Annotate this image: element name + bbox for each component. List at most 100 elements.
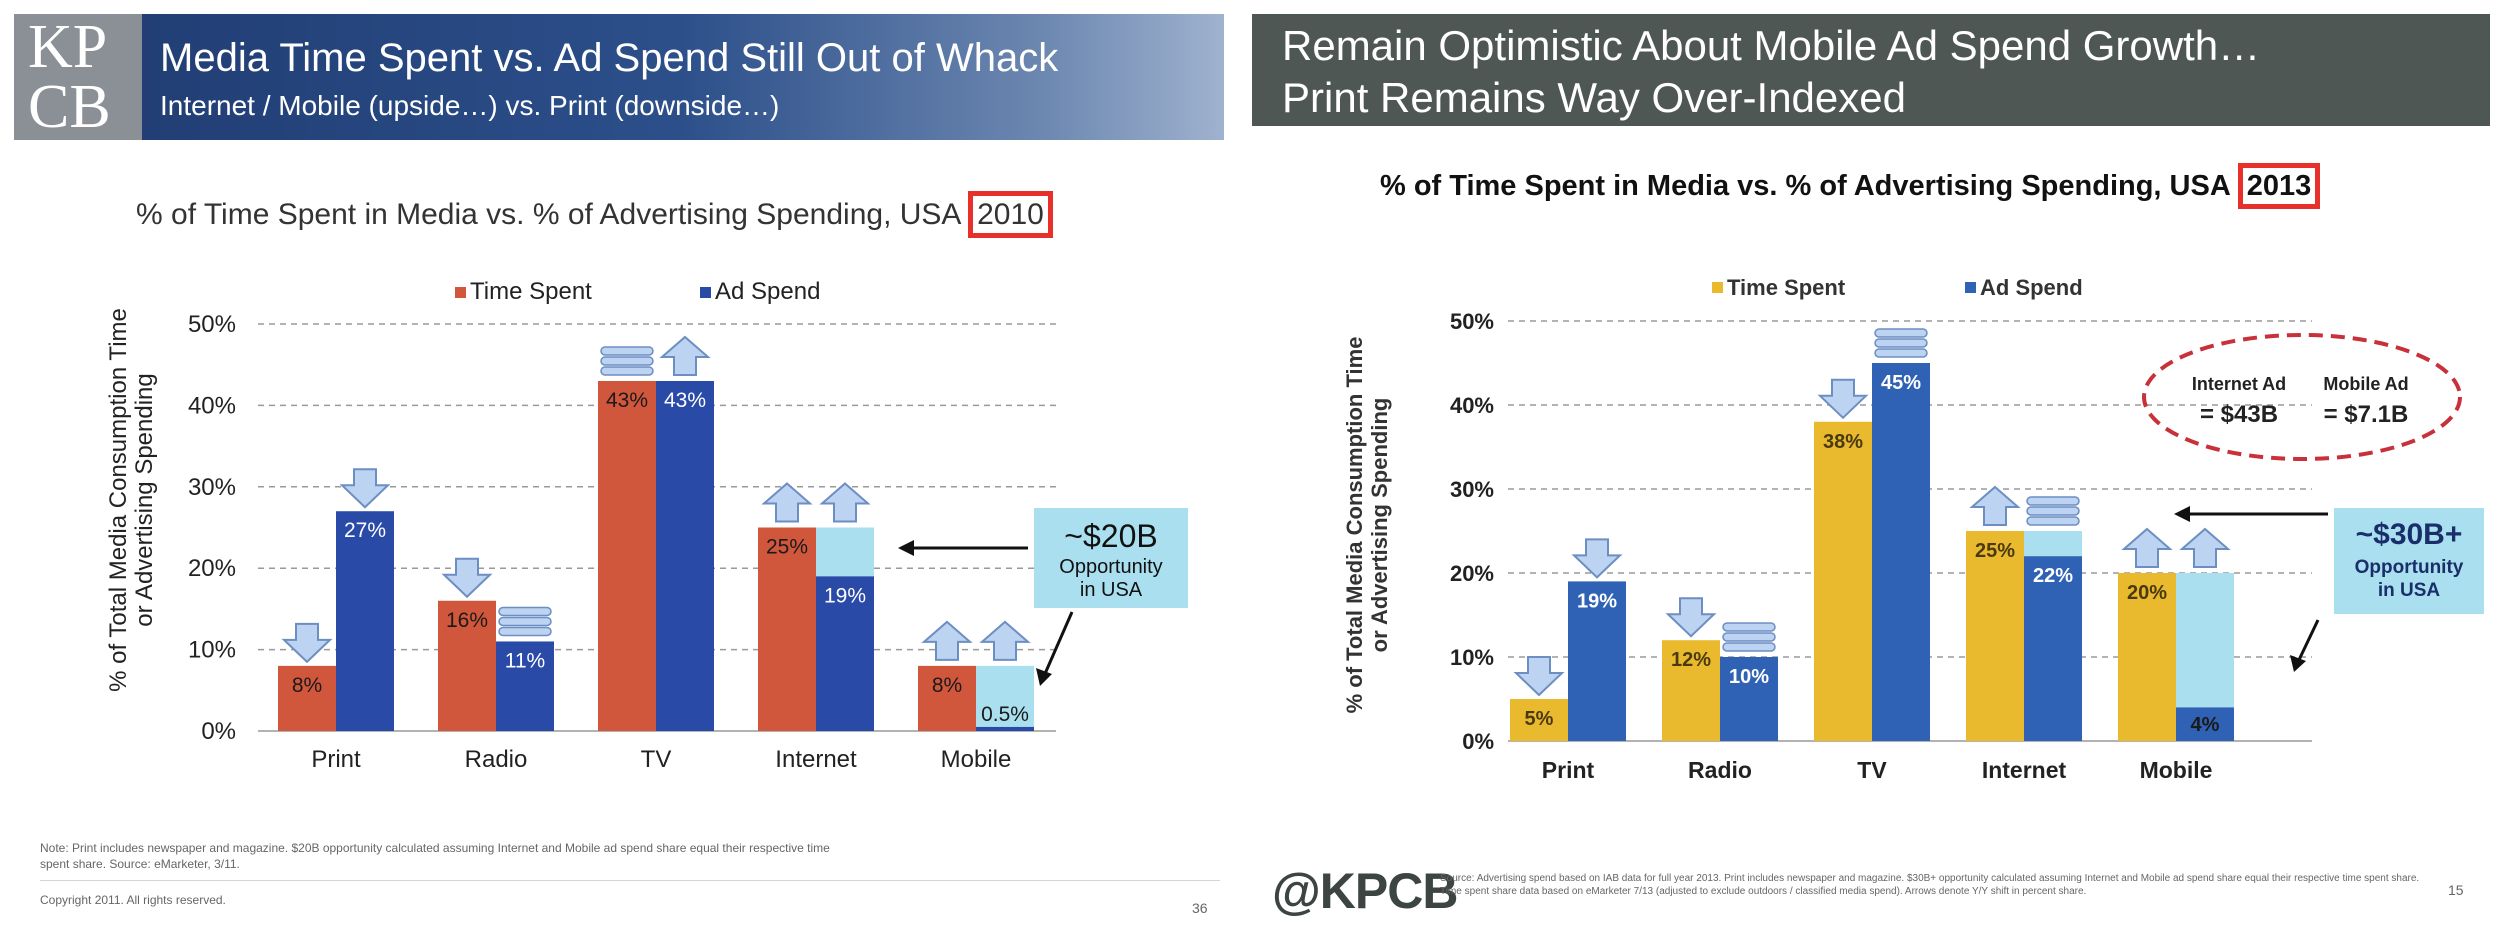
gap-fill-mobile — [976, 665, 1034, 727]
trend-arrow-ad-spend-radio-icon-bar-2 — [498, 616, 552, 627]
y-tick-label: 50% — [188, 311, 236, 338]
x-category-label-tv: TV — [641, 746, 672, 773]
value-label-ad-spend-internet: 22% — [2033, 565, 2073, 587]
trend-arrow-ad-spend-radio-icon — [1722, 622, 1776, 652]
bar-time-spent-tv — [1814, 421, 1872, 741]
trend-arrow-time-spent-radio-icon — [441, 557, 493, 599]
value-label-ad-spend-internet: 19% — [824, 584, 866, 607]
left-chart-year-highlight: 2010 — [968, 191, 1053, 238]
bar-ad-spend-print — [1568, 581, 1626, 741]
trend-arrow-ad-spend-mobile-icon — [2179, 527, 2231, 568]
value-label-time-spent-print: 5% — [1525, 708, 1554, 730]
trend-arrow-ad-spend-radio-icon-bar-1 — [498, 626, 552, 637]
trend-arrow-ad-spend-tv-icon — [659, 335, 711, 376]
trend-arrow-ad-spend-radio-icon-bar-2 — [1722, 632, 1776, 642]
left-y-axis-label: % of Total Media Consumption Time or Adv… — [105, 308, 158, 692]
trend-arrow-ad-spend-internet-icon — [2026, 496, 2080, 526]
left-copyright: Copyright 2011. All rights reserved. — [40, 893, 226, 907]
ad-spend-bubble — [2142, 333, 2462, 461]
trend-arrow-ad-spend-internet-icon-bar-3 — [2026, 496, 2080, 506]
value-label-ad-spend-tv: 45% — [1881, 372, 1921, 394]
trend-arrow-time-spent-tv-icon — [600, 346, 654, 376]
trend-arrow-time-spent-mobile-icon — [921, 620, 973, 661]
x-category-label-mobile: Mobile — [2140, 757, 2213, 783]
value-label-ad-spend-radio: 11% — [505, 649, 545, 672]
value-label-ad-spend-mobile: 4% — [2191, 714, 2220, 736]
bar-time-spent-print — [278, 665, 336, 731]
left-y-label-line-2: or Advertising Spending — [131, 373, 158, 627]
trend-arrow-ad-spend-tv-icon-bar-3 — [1874, 328, 1928, 338]
y-tick-label: 0% — [201, 718, 236, 745]
left-header-subtitle: Internet / Mobile (upside…) vs. Print (d… — [160, 90, 780, 121]
left-chart-title: % of Time Spent in Media vs. % of Advert… — [136, 191, 1053, 238]
bar-time-spent-internet — [758, 527, 816, 731]
right-y-label-line-2: or Advertising Spending — [1367, 398, 1392, 653]
right-chart-title-text: % of Time Spent in Media vs. % of Advert… — [1380, 170, 2238, 202]
trend-arrow-time-spent-tv-icon-bar-1 — [600, 366, 654, 376]
value-label-time-spent-print: 8% — [292, 674, 322, 697]
bar-time-spent-tv — [598, 380, 656, 731]
left-header-banner: KP CB Media Time Spent vs. Ad Spend Stil… — [14, 14, 1224, 140]
left-footnote: Note: Print includes newspaper and magaz… — [40, 841, 830, 872]
right-callout-arrowhead-mobile — [2290, 655, 2306, 672]
y-tick-label: 40% — [1450, 393, 1494, 418]
right-bar-chart: 0% 10% 20% 30% 40% 50% 5% 19% Print 12% 10% Radio 3… — [1342, 275, 2484, 783]
left-callout-line-2: in USA — [1080, 579, 1143, 601]
left-y-label-line-1: % of Total Media Consumption Time — [105, 308, 132, 692]
y-tick-label: 0% — [1462, 729, 1494, 754]
value-label-ad-spend-mobile: 0.5% — [981, 703, 1029, 726]
bar-ad-spend-internet — [2024, 556, 2082, 741]
trend-arrow-ad-spend-tv-icon — [1874, 328, 1928, 358]
bar-ad-spend-radio — [1720, 657, 1778, 741]
bar-time-spent-mobile — [918, 665, 976, 731]
gap-fill-internet — [2024, 531, 2082, 557]
trend-arrow-time-spent-internet-icon — [761, 482, 813, 523]
left-callout-arrow-mobile — [1042, 611, 1074, 677]
right-page-number: 15 — [2448, 882, 2464, 898]
value-label-time-spent-tv: 38% — [1823, 431, 1863, 453]
bar-ad-spend-mobile — [976, 726, 1034, 731]
bar-ad-spend-internet — [816, 576, 874, 731]
x-category-label-internet: Internet — [775, 746, 857, 773]
trend-arrow-time-spent-tv-icon-bar-3 — [600, 346, 654, 356]
bar-time-spent-internet — [1966, 531, 2024, 741]
logo-line-2: CB — [28, 73, 111, 141]
left-footer-divider — [40, 880, 1220, 881]
legend-swatch-time-spent-2013 — [1712, 282, 1723, 293]
value-label-time-spent-tv: 43% — [606, 389, 648, 412]
right-header-line-1: Remain Optimistic About Mobile Ad Spend … — [1282, 22, 2261, 69]
y-tick-label: 20% — [1450, 561, 1494, 586]
right-callout-arrow-mobile — [2296, 619, 2320, 663]
legend-label-time-spent-2013: Time Spent — [1727, 275, 1846, 300]
y-tick-label: 30% — [188, 474, 236, 501]
right-y-label-line-1: % of Total Media Consumption Time — [1342, 337, 1367, 714]
left-bar-chart: 0% 10% 20% 30% 40% 50% 8% 27% Print 16% 11% Radio 4… — [105, 278, 1188, 773]
trend-arrow-ad-spend-radio-icon-bar-1 — [1722, 642, 1776, 652]
right-chart-year-highlight: 2013 — [2237, 163, 2321, 209]
bar-ad-spend-tv — [1872, 363, 1930, 741]
logo-line-1: KP — [28, 13, 108, 81]
x-category-label-radio: Radio — [1688, 757, 1752, 783]
x-category-label-print: Print — [311, 746, 361, 773]
y-tick-label: 50% — [1450, 309, 1494, 334]
left-callout-arrowhead-internet — [898, 540, 914, 556]
bar-time-spent-print — [1510, 699, 1568, 741]
y-tick-label: 40% — [188, 392, 236, 419]
kpcb-footer-logo: @KPCB — [1272, 863, 1458, 919]
trend-arrow-time-spent-mobile-icon — [2121, 527, 2173, 568]
bubble-mobile-value: = $7.1B — [2324, 401, 2409, 428]
trend-arrow-ad-spend-tv-icon-bar-2 — [1874, 338, 1928, 348]
trend-arrow-ad-spend-tv-icon-bar-1 — [1874, 348, 1928, 358]
trend-arrow-ad-spend-internet-icon — [819, 482, 871, 523]
y-tick-label: 10% — [1450, 645, 1494, 670]
legend-swatch-ad-spend — [700, 287, 711, 298]
legend-label-ad-spend-2013: Ad Spend — [1980, 275, 2083, 300]
trend-arrow-time-spent-print-icon — [281, 622, 333, 664]
y-tick-label: 10% — [188, 637, 236, 664]
x-category-label-tv: TV — [1857, 757, 1887, 783]
x-category-label-mobile: Mobile — [941, 746, 1012, 773]
right-opportunity-callout — [2334, 508, 2484, 614]
right-bars: 5% 19% Print 12% 10% Radio 38% 45% TV 25% 22% Inter… — [1510, 328, 2234, 783]
bar-time-spent-mobile — [2118, 573, 2176, 741]
value-label-time-spent-mobile: 8% — [932, 674, 962, 697]
